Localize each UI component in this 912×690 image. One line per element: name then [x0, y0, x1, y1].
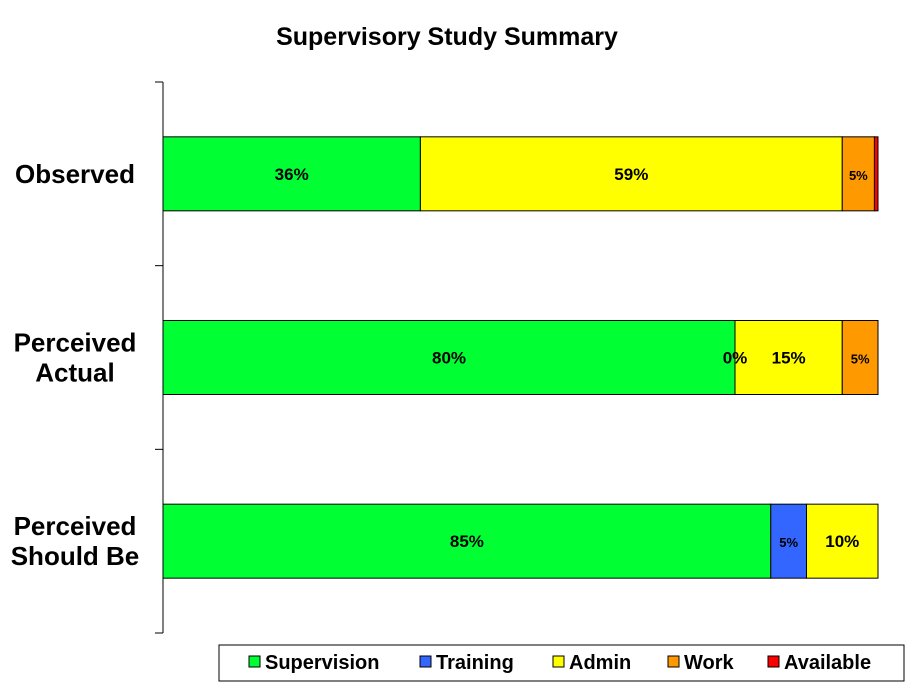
legend: Supervision Training Admin Work Available: [218, 644, 905, 682]
data-label: 5%: [779, 535, 798, 550]
category-label: Perceived: [14, 328, 137, 358]
category-label: Actual: [35, 358, 114, 388]
data-labels: 36% 59% 5% 80% 0% 15% 5% 85% 5% 10%: [275, 165, 870, 551]
bar-segment-admin: [419, 136, 843, 212]
legend-swatch-training: [419, 655, 432, 668]
legend-label-training: Training: [436, 652, 514, 674]
legend-swatch-available: [767, 655, 780, 668]
data-label: 15%: [772, 349, 806, 368]
data-label: 5%: [849, 168, 868, 183]
bar-segment-admin: [734, 320, 843, 395]
legend-swatch-supervision: [248, 655, 261, 668]
category-axis: [155, 81, 164, 634]
data-label: 10%: [825, 532, 859, 551]
legend-label-admin: Admin: [569, 652, 631, 674]
legend-label-supervision: Supervision: [265, 652, 379, 674]
category-label: Should Be: [11, 541, 140, 571]
bar-segment-admin: [806, 503, 879, 579]
data-label: 59%: [614, 165, 648, 184]
chart-title: Supervisory Study Summary: [276, 23, 618, 51]
data-label: 5%: [851, 352, 870, 367]
bar-segment-work: [841, 320, 879, 395]
bar-segment-supervision: [162, 320, 736, 395]
data-label: 80%: [432, 349, 466, 368]
bar-segment-available: [873, 136, 879, 212]
legend-swatch-work: [667, 655, 680, 668]
legend-swatch-admin: [552, 655, 565, 668]
data-label: 85%: [450, 532, 484, 551]
bar-segment-work: [841, 136, 875, 212]
legend-label-available: Available: [784, 652, 871, 674]
bar-segment-supervision: [162, 503, 772, 579]
bar-segment-training: [770, 503, 807, 579]
bars: [162, 136, 879, 579]
category-label: Observed: [15, 159, 135, 189]
data-label: 0%: [723, 349, 748, 368]
data-label: 36%: [275, 165, 309, 184]
bar-segment-supervision: [162, 136, 421, 212]
legend-label-work: Work: [684, 652, 735, 674]
category-label: Perceived: [14, 511, 137, 541]
